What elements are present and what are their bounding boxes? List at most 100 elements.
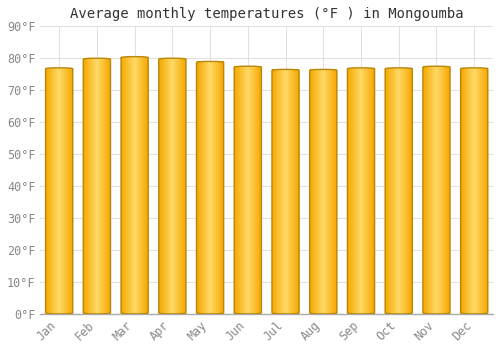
- Bar: [296, 69, 297, 314]
- Bar: [429, 66, 430, 314]
- Bar: [59, 68, 60, 314]
- Bar: [159, 58, 160, 314]
- Bar: [101, 58, 102, 314]
- Bar: [134, 57, 136, 314]
- Bar: [122, 57, 123, 314]
- Bar: [388, 68, 389, 314]
- Bar: [365, 68, 366, 314]
- Bar: [108, 58, 109, 314]
- Bar: [140, 57, 141, 314]
- Bar: [364, 68, 365, 314]
- Bar: [125, 57, 126, 314]
- Bar: [464, 68, 466, 314]
- Bar: [350, 68, 351, 314]
- Bar: [218, 62, 219, 314]
- Bar: [409, 68, 410, 314]
- Bar: [57, 68, 58, 314]
- Bar: [50, 68, 51, 314]
- Bar: [366, 68, 367, 314]
- Bar: [431, 66, 432, 314]
- Bar: [178, 58, 179, 314]
- Bar: [401, 68, 402, 314]
- Bar: [430, 66, 431, 314]
- Bar: [90, 58, 91, 314]
- Bar: [295, 69, 296, 314]
- Bar: [46, 68, 47, 314]
- Bar: [315, 69, 316, 314]
- Bar: [202, 62, 203, 314]
- Bar: [293, 69, 294, 314]
- Bar: [54, 68, 55, 314]
- Bar: [424, 66, 425, 314]
- Bar: [252, 66, 253, 314]
- Bar: [425, 66, 426, 314]
- Bar: [253, 66, 254, 314]
- Bar: [360, 68, 361, 314]
- Bar: [289, 69, 290, 314]
- Bar: [326, 69, 328, 314]
- Bar: [129, 57, 130, 314]
- Bar: [348, 68, 349, 314]
- Bar: [355, 68, 356, 314]
- Bar: [480, 68, 481, 314]
- Bar: [146, 57, 147, 314]
- Bar: [103, 58, 104, 314]
- Bar: [48, 68, 49, 314]
- Bar: [316, 69, 317, 314]
- Bar: [213, 62, 214, 314]
- Bar: [165, 58, 166, 314]
- Bar: [321, 69, 322, 314]
- Bar: [485, 68, 486, 314]
- Bar: [476, 68, 477, 314]
- Bar: [386, 68, 387, 314]
- Bar: [298, 69, 299, 314]
- Bar: [238, 66, 239, 314]
- Bar: [62, 68, 63, 314]
- Bar: [396, 68, 398, 314]
- Bar: [92, 58, 93, 314]
- Bar: [428, 66, 429, 314]
- Bar: [167, 58, 168, 314]
- Bar: [204, 62, 206, 314]
- Bar: [370, 68, 371, 314]
- Bar: [446, 66, 448, 314]
- Bar: [317, 69, 318, 314]
- Bar: [256, 66, 258, 314]
- Bar: [212, 62, 213, 314]
- Bar: [95, 58, 96, 314]
- Bar: [55, 68, 56, 314]
- Bar: [319, 69, 320, 314]
- Bar: [84, 58, 86, 314]
- Bar: [127, 57, 128, 314]
- Bar: [168, 58, 169, 314]
- Bar: [198, 62, 199, 314]
- Bar: [96, 58, 97, 314]
- Bar: [433, 66, 434, 314]
- Bar: [407, 68, 408, 314]
- Bar: [466, 68, 468, 314]
- Bar: [250, 66, 251, 314]
- Bar: [440, 66, 441, 314]
- Bar: [320, 69, 321, 314]
- Bar: [142, 57, 143, 314]
- Bar: [246, 66, 247, 314]
- Bar: [223, 62, 224, 314]
- Bar: [387, 68, 388, 314]
- Bar: [181, 58, 182, 314]
- Bar: [56, 68, 57, 314]
- Bar: [52, 68, 53, 314]
- Bar: [166, 58, 167, 314]
- Bar: [390, 68, 392, 314]
- Bar: [426, 66, 427, 314]
- Bar: [211, 62, 212, 314]
- Bar: [371, 68, 372, 314]
- Bar: [272, 69, 274, 314]
- Bar: [441, 66, 442, 314]
- Bar: [448, 66, 450, 314]
- Bar: [280, 69, 281, 314]
- Bar: [93, 58, 94, 314]
- Bar: [436, 66, 437, 314]
- Bar: [235, 66, 236, 314]
- Bar: [239, 66, 240, 314]
- Bar: [484, 68, 485, 314]
